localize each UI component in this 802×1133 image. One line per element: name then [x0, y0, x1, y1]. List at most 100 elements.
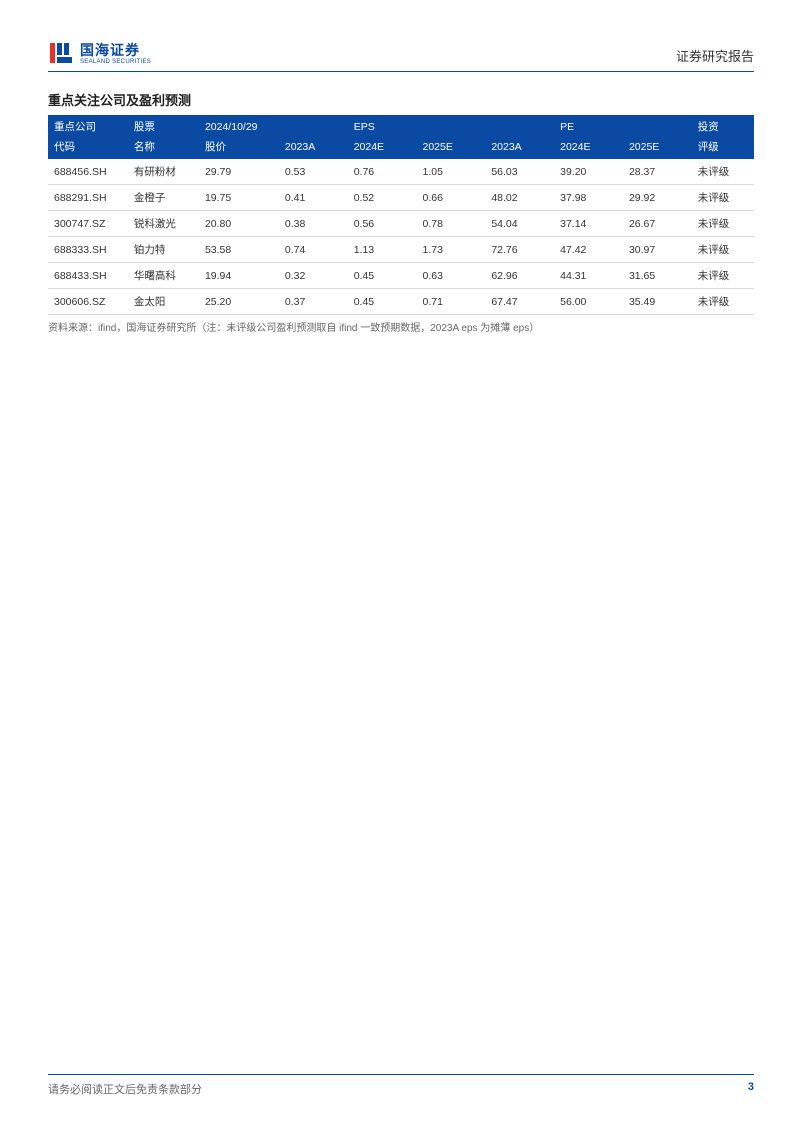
cell-pe_2023a: 67.47 [485, 289, 554, 315]
cell-pe_2024e: 39.20 [554, 159, 623, 185]
logo-cn-name: 国海证券 [80, 40, 151, 60]
th-pe-2023a: 2023A [485, 137, 554, 159]
cell-code: 688333.SH [48, 237, 128, 263]
th-date: 2024/10/29 [199, 115, 279, 137]
th-blank1 [279, 115, 348, 137]
cell-pe_2025e: 30.97 [623, 237, 692, 263]
cell-price: 20.80 [199, 211, 279, 237]
cell-eps_2024e: 0.76 [348, 159, 417, 185]
cell-code: 300606.SZ [48, 289, 128, 315]
cell-rating: 未评级 [692, 289, 754, 315]
cell-eps_2023a: 0.38 [279, 211, 348, 237]
cell-name: 锐科激光 [128, 211, 199, 237]
th-eps-2025e: 2025E [417, 137, 486, 159]
cell-pe_2024e: 56.00 [554, 289, 623, 315]
cell-pe_2023a: 48.02 [485, 185, 554, 211]
cell-pe_2024e: 47.42 [554, 237, 623, 263]
table-row: 688333.SH铂力特53.580.741.131.7372.7647.423… [48, 237, 754, 263]
table-row: 688456.SH有研粉材29.790.530.761.0556.0339.20… [48, 159, 754, 185]
cell-price: 19.94 [199, 263, 279, 289]
cell-pe_2023a: 72.76 [485, 237, 554, 263]
cell-name: 金太阳 [128, 289, 199, 315]
cell-pe_2023a: 56.03 [485, 159, 554, 185]
th-blank4 [623, 115, 692, 137]
th-rating: 评级 [692, 137, 754, 159]
cell-rating: 未评级 [692, 159, 754, 185]
th-pe-2025e: 2025E [623, 137, 692, 159]
cell-pe_2025e: 29.92 [623, 185, 692, 211]
th-blank3 [485, 115, 554, 137]
cell-eps_2023a: 0.74 [279, 237, 348, 263]
cell-eps_2025e: 1.73 [417, 237, 486, 263]
cell-price: 53.58 [199, 237, 279, 263]
table-row: 688433.SH华曙高科19.940.320.450.6362.9644.31… [48, 263, 754, 289]
cell-eps_2023a: 0.32 [279, 263, 348, 289]
cell-rating: 未评级 [692, 211, 754, 237]
cell-pe_2025e: 31.65 [623, 263, 692, 289]
company-logo: 国海证券 SEALAND SECURITIES [48, 40, 151, 65]
cell-code: 688456.SH [48, 159, 128, 185]
th-invest: 投资 [692, 115, 754, 137]
cell-eps_2025e: 0.66 [417, 185, 486, 211]
page-header: 国海证券 SEALAND SECURITIES 证券研究报告 [48, 40, 754, 65]
table-row: 688291.SH金橙子19.750.410.520.6648.0237.982… [48, 185, 754, 211]
th-eps-group: EPS [348, 115, 417, 137]
cell-price: 19.75 [199, 185, 279, 211]
cell-code: 688291.SH [48, 185, 128, 211]
source-note: 资料来源：ifind，国海证券研究所（注：未评级公司盈利预测取自 ifind 一… [48, 321, 754, 336]
report-type-label: 证券研究报告 [676, 46, 754, 65]
table-header: 重点公司 股票 2024/10/29 EPS PE 投资 代码 名称 股价 20… [48, 115, 754, 159]
cell-eps_2024e: 0.56 [348, 211, 417, 237]
cell-eps_2024e: 0.45 [348, 289, 417, 315]
cell-eps_2024e: 1.13 [348, 237, 417, 263]
cell-price: 25.20 [199, 289, 279, 315]
cell-pe_2025e: 35.49 [623, 289, 692, 315]
cell-name: 华曙高科 [128, 263, 199, 289]
table-row: 300747.SZ锐科激光20.800.380.560.7854.0437.14… [48, 211, 754, 237]
th-price: 股价 [199, 137, 279, 159]
logo-en-name: SEALAND SECURITIES [80, 59, 151, 65]
cell-eps_2025e: 0.71 [417, 289, 486, 315]
th-name: 名称 [128, 137, 199, 159]
cell-price: 29.79 [199, 159, 279, 185]
th-company-code: 重点公司 [48, 115, 128, 137]
cell-eps_2023a: 0.37 [279, 289, 348, 315]
th-stock: 股票 [128, 115, 199, 137]
section-title: 重点关注公司及盈利预测 [48, 90, 754, 109]
cell-name: 铂力特 [128, 237, 199, 263]
cell-eps_2025e: 0.63 [417, 263, 486, 289]
page-footer: 请务必阅读正文后免责条款部分 3 [48, 1074, 754, 1097]
cell-pe_2025e: 26.67 [623, 211, 692, 237]
cell-eps_2023a: 0.53 [279, 159, 348, 185]
th-pe-2024e: 2024E [554, 137, 623, 159]
cell-rating: 未评级 [692, 263, 754, 289]
table-row: 300606.SZ金太阳25.200.370.450.7167.4756.003… [48, 289, 754, 315]
cell-pe_2023a: 62.96 [485, 263, 554, 289]
th-eps-2024e: 2024E [348, 137, 417, 159]
cell-rating: 未评级 [692, 237, 754, 263]
header-divider [48, 71, 754, 72]
earnings-forecast-table: 重点公司 股票 2024/10/29 EPS PE 投资 代码 名称 股价 20… [48, 115, 754, 315]
th-blank2 [417, 115, 486, 137]
cell-pe_2025e: 28.37 [623, 159, 692, 185]
cell-pe_2024e: 37.14 [554, 211, 623, 237]
cell-pe_2024e: 44.31 [554, 263, 623, 289]
cell-eps_2025e: 0.78 [417, 211, 486, 237]
cell-name: 有研粉材 [128, 159, 199, 185]
cell-pe_2023a: 54.04 [485, 211, 554, 237]
logo-icon [48, 41, 74, 65]
cell-name: 金橙子 [128, 185, 199, 211]
cell-pe_2024e: 37.98 [554, 185, 623, 211]
cell-eps_2024e: 0.52 [348, 185, 417, 211]
footer-disclaimer: 请务必阅读正文后免责条款部分 [48, 1081, 202, 1097]
cell-rating: 未评级 [692, 185, 754, 211]
cell-code: 300747.SZ [48, 211, 128, 237]
cell-eps_2023a: 0.41 [279, 185, 348, 211]
footer-divider [48, 1074, 754, 1075]
cell-code: 688433.SH [48, 263, 128, 289]
cell-eps_2025e: 1.05 [417, 159, 486, 185]
th-eps-2023a: 2023A [279, 137, 348, 159]
cell-eps_2024e: 0.45 [348, 263, 417, 289]
page-number: 3 [748, 1081, 754, 1097]
th-code: 代码 [48, 137, 128, 159]
